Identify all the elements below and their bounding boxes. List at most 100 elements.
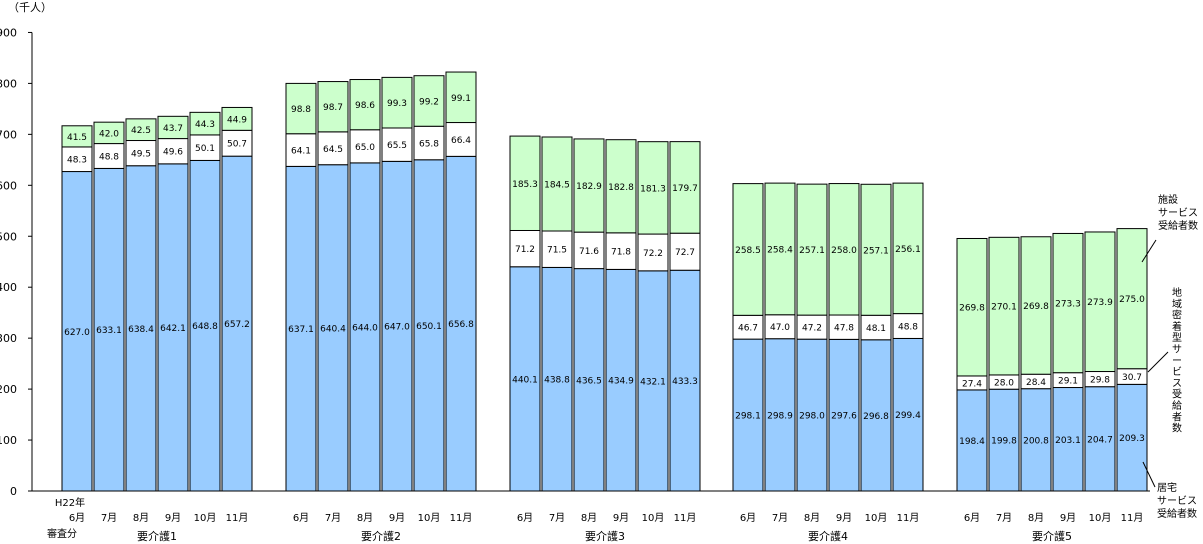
bar-segment-facility bbox=[796, 183, 828, 316]
bar-segment-home bbox=[828, 338, 860, 492]
data-label-facility: 257.1 bbox=[799, 246, 825, 256]
data-label-facility: 275.0 bbox=[1119, 295, 1145, 305]
bar-segment-facility bbox=[189, 111, 221, 136]
bar-segment-home bbox=[125, 165, 157, 492]
month-label: 10月 bbox=[194, 512, 217, 524]
bar-segment-home bbox=[860, 339, 892, 492]
data-label-home: 633.1 bbox=[96, 326, 122, 336]
data-label-facility: 182.8 bbox=[608, 183, 634, 193]
bar-segment-facility bbox=[637, 141, 669, 235]
data-label-community: 71.5 bbox=[547, 246, 567, 256]
bar-segment-home bbox=[509, 266, 541, 492]
bar-segment-facility bbox=[860, 183, 892, 316]
y-tick-label: 500 bbox=[0, 230, 17, 243]
bar-segment-home bbox=[1084, 386, 1116, 492]
month-label: 7月 bbox=[101, 512, 117, 524]
y-tick-label: 800 bbox=[0, 77, 17, 90]
bar-segment-home bbox=[764, 338, 796, 492]
legend-home-text: サービス bbox=[1157, 495, 1197, 507]
x-note-line1: H22年 bbox=[55, 496, 85, 509]
legend-community-char: 数 bbox=[1172, 422, 1182, 435]
bar-segment-facility bbox=[157, 115, 189, 140]
bar-segment-home bbox=[669, 269, 701, 492]
month-label: 8月 bbox=[804, 512, 820, 524]
bar-segment-facility bbox=[1116, 228, 1148, 370]
legend-community-char: 型 bbox=[1172, 331, 1182, 344]
month-label: 8月 bbox=[581, 512, 597, 524]
bar-segment-facility bbox=[669, 141, 701, 234]
y-tick-label: 200 bbox=[0, 383, 17, 396]
data-label-community: 50.7 bbox=[227, 140, 247, 150]
data-label-facility: 98.7 bbox=[323, 103, 343, 113]
bar-segment-facility bbox=[605, 139, 637, 234]
bar-segment-home bbox=[988, 388, 1020, 492]
data-label-home: 640.4 bbox=[320, 324, 346, 334]
bar-segment-facility bbox=[317, 81, 349, 133]
group-label-kaigo3: 要介護3 bbox=[585, 529, 625, 543]
data-label-home: 644.0 bbox=[352, 323, 378, 333]
bar-segment-facility bbox=[892, 182, 924, 315]
legend-community-char: 域 bbox=[1172, 297, 1182, 310]
bar-segment-home bbox=[61, 171, 93, 492]
data-label-facility: 273.9 bbox=[1087, 298, 1113, 308]
data-label-facility: 185.3 bbox=[512, 180, 538, 190]
bars-layer bbox=[61, 71, 1148, 492]
bar-segment-facility bbox=[956, 237, 988, 377]
data-label-community: 49.6 bbox=[163, 148, 183, 158]
bar-segment-home bbox=[1052, 387, 1084, 492]
legend-community-leader bbox=[1147, 351, 1169, 373]
data-label-community: 71.6 bbox=[579, 247, 599, 257]
data-label-community: 29.1 bbox=[1058, 377, 1078, 387]
month-label: 6月 bbox=[293, 512, 309, 524]
data-label-home: 440.1 bbox=[512, 375, 538, 385]
month-label: 6月 bbox=[517, 512, 533, 524]
month-label: 9月 bbox=[836, 512, 852, 524]
bar-segment-home bbox=[1020, 388, 1052, 492]
data-label-facility: 179.7 bbox=[672, 184, 698, 194]
data-label-facility: 273.3 bbox=[1055, 300, 1081, 310]
data-label-community: 64.5 bbox=[323, 145, 343, 155]
data-label-community: 30.7 bbox=[1122, 373, 1142, 383]
bar-segment-facility bbox=[125, 118, 157, 142]
legend-community-char: サ bbox=[1172, 344, 1182, 356]
bar-segment-facility bbox=[413, 75, 445, 127]
y-unit-label: （千人） bbox=[8, 1, 52, 14]
bar-segment-facility bbox=[1084, 231, 1116, 373]
bar-segment-facility bbox=[732, 183, 764, 316]
month-label: 10月 bbox=[642, 512, 665, 524]
data-label-home: 299.4 bbox=[895, 411, 921, 421]
data-label-home: 203.1 bbox=[1055, 436, 1081, 446]
legend-home-text: 受給者数 bbox=[1157, 507, 1197, 520]
bar-segment-facility bbox=[381, 76, 413, 129]
data-label-home: 433.3 bbox=[672, 377, 698, 387]
month-label: 10月 bbox=[865, 512, 888, 524]
bar-segment-community bbox=[892, 313, 924, 339]
data-label-home: 647.0 bbox=[384, 323, 410, 333]
data-label-community: 47.8 bbox=[834, 324, 854, 334]
bar-segment-community bbox=[157, 138, 189, 165]
legend-community-char: ビ bbox=[1172, 366, 1182, 378]
month-label: 11月 bbox=[1121, 512, 1144, 524]
legend-home-leader bbox=[1142, 461, 1156, 488]
month-label: 10月 bbox=[418, 512, 441, 524]
month-label: 8月 bbox=[357, 512, 373, 524]
data-label-home: 199.8 bbox=[991, 437, 1017, 447]
bar-segment-community bbox=[669, 232, 701, 271]
data-label-facility: 44.3 bbox=[195, 120, 215, 130]
month-label: 11月 bbox=[450, 512, 473, 524]
data-label-home: 198.4 bbox=[959, 437, 985, 447]
data-label-home: 432.1 bbox=[640, 377, 666, 387]
data-label-home: 648.8 bbox=[192, 322, 218, 332]
data-label-community: 65.5 bbox=[387, 141, 407, 151]
data-label-home: 650.1 bbox=[416, 322, 442, 332]
data-label-facility: 258.5 bbox=[735, 246, 761, 256]
data-label-facility: 42.5 bbox=[131, 126, 151, 136]
data-label-community: 47.0 bbox=[770, 323, 790, 333]
legend-facility-text: 受給者数 bbox=[1158, 219, 1198, 232]
data-label-home: 657.2 bbox=[224, 320, 250, 330]
month-label: 7月 bbox=[549, 512, 565, 524]
bar-segment-facility bbox=[988, 236, 1020, 376]
month-label: 11月 bbox=[897, 512, 920, 524]
